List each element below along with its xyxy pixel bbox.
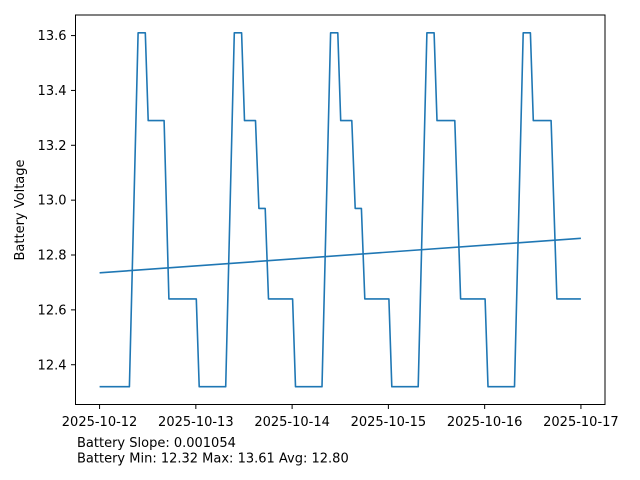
y-tick-label: 13.4: [38, 84, 67, 99]
annotation-battery-slope: Battery Slope: 0.001054: [77, 436, 236, 451]
x-tick-label: 2025-10-14: [254, 415, 330, 430]
x-tick-label: 2025-10-13: [158, 415, 234, 430]
x-tick-label: 2025-10-15: [351, 415, 427, 430]
y-tick-label: 12.8: [38, 249, 67, 264]
y-tick-label: 12.4: [38, 358, 67, 373]
y-axis-label: Battery Voltage: [13, 159, 28, 260]
x-tick-label: 2025-10-16: [447, 415, 523, 430]
annotation-battery-stats: Battery Min: 12.32 Max: 13.61 Avg: 12.80: [77, 452, 349, 467]
y-tick-label: 13.6: [38, 29, 67, 44]
x-tick-label: 2025-10-17: [543, 415, 619, 430]
series-battery-voltage: [99, 31, 581, 388]
y-tick-label: 13.0: [38, 194, 67, 209]
y-tick-label: 12.6: [38, 303, 67, 318]
series-battery-trend: [99, 237, 581, 274]
x-tick-label: 2025-10-12: [62, 415, 138, 430]
y-tick-label: 13.2: [38, 139, 67, 154]
plot-border: [75, 14, 606, 405]
